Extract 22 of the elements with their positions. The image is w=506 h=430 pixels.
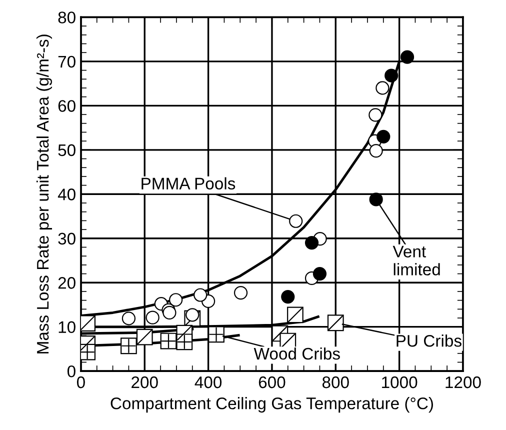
y-tick-label: 60 [58, 100, 76, 112]
x-tick-label: 600 [258, 376, 286, 388]
x-tick-label: 1200 [446, 376, 481, 388]
y-tick-label: 30 [58, 232, 76, 245]
annotation: PU Cribs [396, 334, 462, 347]
y-tick-label: 10 [58, 321, 76, 334]
y-tick-label: 70 [58, 56, 76, 68]
y-tick-label: 0 [67, 365, 76, 378]
annotation: Vent limited [392, 246, 440, 276]
y-tick-label: 50 [58, 144, 76, 156]
x-tick-label: 200 [132, 376, 158, 388]
x-tick-label: 800 [322, 376, 349, 388]
y-tick-label: 40 [58, 188, 76, 200]
x-tick-label: 1000 [382, 376, 418, 388]
y-axis-title: Mass Loss Rate per unit Total Area (g/m²-s) [36, 34, 52, 354]
annotation: PMMA Pools [142, 177, 236, 190]
annotation: Wood Cribs [254, 347, 340, 360]
y-tick-label: 20 [58, 277, 76, 289]
y-tick-label: 80 [58, 12, 76, 24]
x-axis-title: Compartment Ceiling Gas Temperature (°C) [110, 397, 433, 413]
x-tick-label: 0 [76, 376, 85, 388]
x-tick-label: 400 [194, 376, 222, 388]
